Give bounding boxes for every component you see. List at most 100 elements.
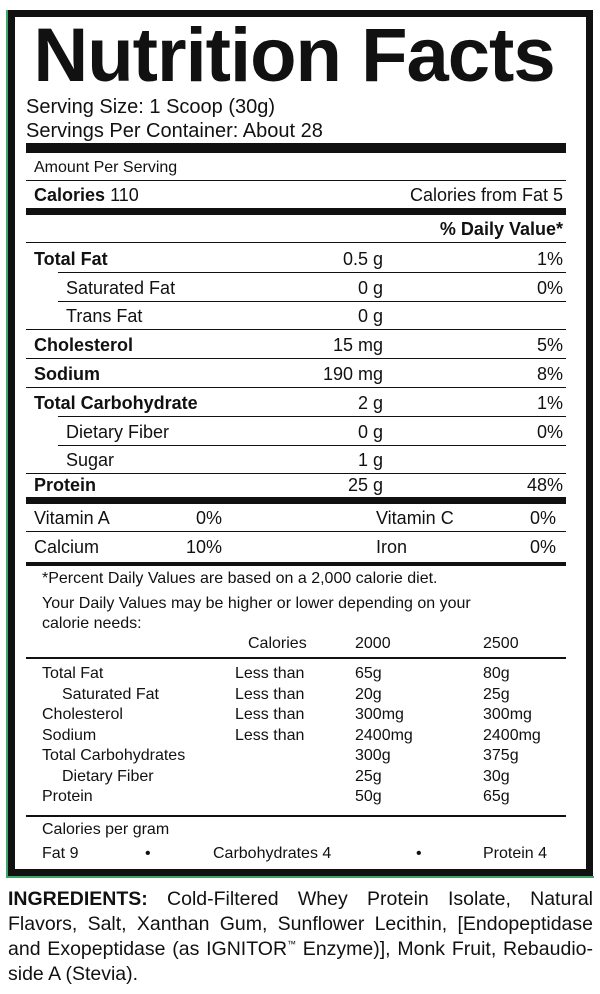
footnote-cell: 20g bbox=[355, 685, 382, 703]
nutrient-name: Sugar bbox=[66, 450, 115, 470]
footnote-cell: Saturated Fat bbox=[62, 685, 159, 703]
fat-per-gram: Fat 9 bbox=[42, 845, 79, 862]
nutrient-amount: 2 g bbox=[357, 393, 383, 413]
iron-dv: 0% bbox=[529, 537, 556, 557]
iron-label: Iron bbox=[376, 537, 408, 557]
ingredients: INGREDIENTS: Cold-Filtered Whey Protein … bbox=[8, 887, 593, 987]
vitamin-a-dv: 0% bbox=[195, 508, 222, 528]
nutrient-amount: 0 g bbox=[357, 422, 383, 442]
thin-divider bbox=[26, 562, 566, 566]
nutrient-name: Protein bbox=[34, 475, 97, 495]
footnote-cell: 50g bbox=[355, 788, 382, 805]
footnote-cell: Less than bbox=[235, 706, 305, 723]
footnote-cell: Total Fat bbox=[42, 665, 104, 682]
ingredients-text-end: Enzyme)], Monk Fruit, Rebaudio-side A (S… bbox=[8, 938, 593, 985]
nutrient-name: Saturated Fat bbox=[66, 278, 176, 298]
protein-per-gram: Protein 4 bbox=[483, 845, 548, 862]
serving-size: Serving Size: 1 Scoop (30g) bbox=[26, 96, 276, 118]
footnote-cell: 30g bbox=[483, 767, 510, 785]
nutrient-dv: 8% bbox=[536, 364, 563, 384]
nutrient-row: Total Carbohydrate 2 g 1% bbox=[34, 389, 566, 417]
nutrient-amount: 0.5 g bbox=[342, 249, 383, 269]
footnote-cell: 2400mg bbox=[483, 726, 541, 744]
nutrient-amount: 0 g bbox=[357, 306, 383, 326]
col-2500-header: 2500 bbox=[483, 635, 519, 652]
nutrient-name: Total Fat bbox=[34, 249, 108, 269]
footnote-line2: Your Daily Values may be higher or lower… bbox=[42, 595, 471, 612]
footnote-cell: Less than bbox=[235, 665, 305, 682]
vitamin-a-label: Vitamin A bbox=[34, 508, 110, 528]
bullet: • bbox=[145, 845, 151, 862]
footnote-cell: 300g bbox=[355, 747, 391, 764]
footnote-cell: 300mg bbox=[355, 706, 404, 723]
trademark: ™ bbox=[287, 939, 297, 949]
daily-value-header: % Daily Value* bbox=[439, 219, 563, 239]
servings-per-container: Servings Per Container: About 28 bbox=[26, 120, 323, 142]
calories-value: 110 bbox=[110, 185, 139, 205]
nutrient-row: Protein 25 g 48% bbox=[26, 471, 566, 499]
thin-line bbox=[26, 657, 566, 659]
calories-header: Calories bbox=[248, 635, 307, 652]
calories-label: Calories bbox=[34, 185, 106, 205]
thick-divider bbox=[26, 143, 566, 153]
footnote-cell: Cholesterol bbox=[42, 706, 123, 723]
nutrient-dv: 1% bbox=[536, 249, 563, 269]
nutrient-row: Trans Fat 0 g bbox=[26, 302, 566, 330]
nutrient-name: Sodium bbox=[34, 364, 100, 384]
footnote-cell: 80g bbox=[483, 665, 510, 682]
ingredients-label: INGREDIENTS: bbox=[8, 888, 148, 910]
footnote-cell: Protein bbox=[42, 788, 93, 805]
nutrient-row: Sugar 1 g bbox=[26, 446, 566, 474]
footnote-cell: 65g bbox=[483, 788, 510, 805]
footnote-cell: 375g bbox=[483, 747, 519, 764]
calories-from-fat: Calories from Fat 5 bbox=[409, 185, 563, 205]
nutrient-dv: 1% bbox=[536, 393, 563, 413]
nutrient-amount: 190 mg bbox=[322, 364, 383, 384]
nutrient-amount: 1 g bbox=[357, 450, 383, 470]
footnote-cell: Dietary Fiber bbox=[62, 767, 154, 785]
nutrient-row: Cholesterol 15 mg 5% bbox=[26, 331, 566, 359]
footnote-cell: 25g bbox=[355, 767, 382, 785]
bullet: • bbox=[416, 845, 422, 862]
vitamin-c-dv: 0% bbox=[529, 508, 556, 528]
nutrient-name: Total Carbohydrate bbox=[34, 393, 198, 413]
mineral-row: Calcium 10% Iron 0% bbox=[26, 533, 566, 561]
nutrient-name: Dietary Fiber bbox=[66, 422, 170, 442]
calories-per-gram: Calories per gram bbox=[42, 821, 170, 838]
ingredients-text: Cold-Filtered Whey Protein Isolate, Natu… bbox=[8, 888, 593, 960]
nutrient-amount: 0 g bbox=[357, 278, 383, 298]
calcium-label: Calcium bbox=[34, 537, 100, 557]
footnote-cell: Less than bbox=[235, 685, 305, 703]
footnote-cell: Sodium bbox=[42, 726, 97, 744]
footnote-cell: 300mg bbox=[483, 706, 532, 723]
panel-title: Nutrition Facts bbox=[33, 13, 555, 98]
calories-row: Calories 110 Calories from Fat 5 bbox=[26, 181, 566, 209]
footnote-cell: 2400mg bbox=[355, 726, 413, 744]
nutrient-row: Sodium 190 mg 8% bbox=[26, 360, 566, 388]
nutrient-row: Dietary Fiber 0 g 0% bbox=[58, 418, 566, 446]
nutrient-row: Saturated Fat 0 g 0% bbox=[58, 274, 566, 302]
nutrient-dv: 0% bbox=[536, 278, 563, 298]
nutrient-dv: 5% bbox=[536, 335, 563, 355]
nutrition-facts-panel bbox=[8, 10, 593, 876]
nutrient-row: Total Fat 0.5 g 1% bbox=[34, 245, 566, 273]
footnote-line1: *Percent Daily Values are based on a 2,0… bbox=[42, 570, 438, 587]
col-2000-header: 2000 bbox=[355, 635, 391, 652]
nutrient-dv: 0% bbox=[536, 422, 563, 442]
medium-divider bbox=[26, 497, 566, 504]
medium-divider bbox=[26, 208, 566, 215]
thin-line bbox=[26, 815, 566, 817]
vitamin-c-label: Vitamin C bbox=[376, 508, 454, 528]
vitamin-row: Vitamin A 0% Vitamin C 0% bbox=[26, 504, 566, 532]
footnote-cell: 65g bbox=[355, 665, 382, 682]
nutrient-name: Cholesterol bbox=[34, 335, 134, 355]
footnote-cell: Less than bbox=[235, 726, 305, 744]
nutrient-amount: 15 mg bbox=[332, 335, 383, 355]
nutrient-dv: 48% bbox=[526, 475, 563, 495]
nutrient-name: Trans Fat bbox=[66, 306, 143, 326]
label-shadow bbox=[6, 10, 594, 878]
footnote-cell: 25g bbox=[483, 685, 510, 703]
calcium-dv: 10% bbox=[185, 537, 222, 557]
nutrient-amount: 25 g bbox=[347, 475, 383, 495]
carbs-per-gram: Carbohydrates 4 bbox=[213, 845, 332, 862]
